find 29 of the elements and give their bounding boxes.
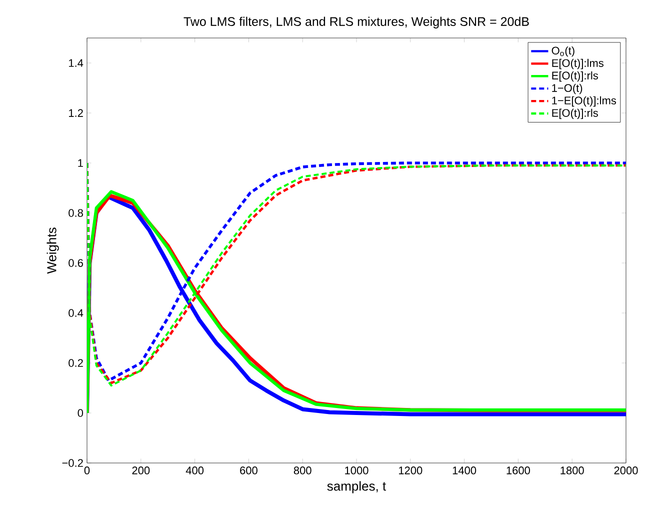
legend-label: E[O(t)]:rls	[552, 71, 598, 82]
x-tick-label: 1400	[452, 466, 476, 474]
y-tick-label: 0.2	[68, 359, 83, 367]
y-tick-label: 0.4	[68, 309, 84, 317]
x-tick-label: 200	[132, 466, 150, 474]
y-tick-label: −0.2	[62, 459, 83, 467]
x-tick-label: 1800	[560, 466, 584, 474]
legend-label: 1−O(t)	[552, 84, 582, 94]
x-tick-label: 1000	[345, 466, 368, 474]
legend-label: E[O(t)]:lms	[552, 58, 604, 70]
legend-label: E[O(t)]:rls	[552, 108, 598, 120]
y-tick-label: 1.2	[69, 109, 83, 117]
x-tick-label: 2000	[614, 466, 638, 474]
x-tick-label: 800	[294, 466, 312, 474]
y-tick-label: 0.6	[68, 259, 83, 267]
x-tick-label: 400	[186, 466, 204, 474]
chart-title: Two LMS filters, LMS and RLS mixtures, Weights SNR = 20dB	[184, 16, 529, 28]
legend-label: O$_{o}$(t)	[552, 46, 574, 57]
x-tick-label: 0	[84, 466, 90, 474]
x-tick-label: 600	[240, 466, 258, 474]
y-tick-label: 1	[78, 159, 83, 167]
x-tick-label: 1200	[399, 466, 422, 474]
y-tick-label: 1.4	[69, 59, 84, 67]
y-tick-label: 0	[78, 409, 84, 417]
y-axis-title: Weights	[46, 228, 59, 274]
x-axis-title: samples, t	[327, 481, 386, 494]
legend-label: 1−E[O(t)]:lms	[552, 96, 616, 107]
x-tick-label: 1600	[506, 466, 530, 474]
y-tick-label: 0.8	[68, 209, 83, 217]
